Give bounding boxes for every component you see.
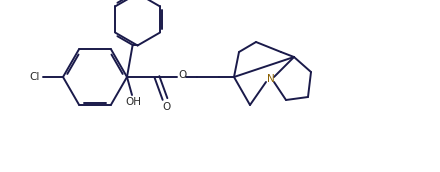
Text: N: N — [267, 74, 275, 84]
Text: Cl: Cl — [30, 72, 40, 82]
Text: OH: OH — [125, 97, 141, 107]
Text: O: O — [178, 70, 186, 80]
Text: O: O — [162, 102, 170, 112]
